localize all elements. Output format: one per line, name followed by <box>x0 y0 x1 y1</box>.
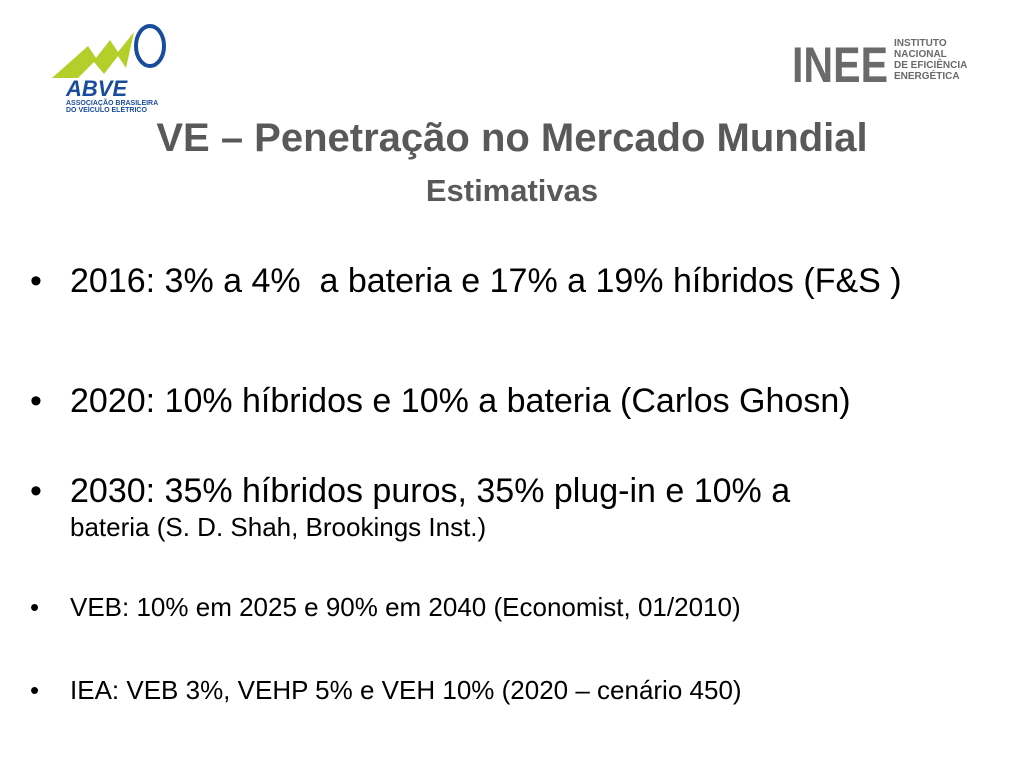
inee-logo: INEE INSTITUTO NACIONAL DE EFICIÊNCIA EN… <box>792 37 967 86</box>
bullet: • 2020: 10% híbridos e 10% a bateria (Car… <box>30 382 851 420</box>
bullet-text: VEB: 10% em 2025 e 90% em 2040 (Economis… <box>70 592 741 622</box>
title: VE – Penetração no Mercado Mundial <box>156 116 868 160</box>
bullet-text: 2020: 10% híbridos e 10% a bateria (Carl… <box>70 382 851 420</box>
bullet: • IEA: VEB 3%, VEHP 5% e VEH 10% (2020 – … <box>30 675 742 705</box>
bullet-text: IEA: VEB 3%, VEHP 5% e VEH 10% (2020 – c… <box>70 675 742 705</box>
abve-line: ASSOCIAÇÃO BRASILEIRA <box>66 98 158 107</box>
bullet-text: bateria (S. D. Shah, Brookings Inst.) <box>70 512 487 542</box>
subtitle: Estimativas <box>425 173 599 208</box>
bullet-text: 2016: 3% a 4% a bateria e 17% a 19% híbr… <box>70 262 902 300</box>
inee-line: ENERGÉTICA <box>894 69 960 82</box>
abve-line: DO VEÍCULO ELÉTRICO <box>66 105 147 114</box>
bullet: • 2030: 35% híbridos puros, 35% plug-in e… <box>30 472 791 510</box>
bullet: • VEB: 10% em 2025 e 90% em 2040 (Economi… <box>30 592 741 622</box>
abve-logo: ABVE ASSOCIAÇÃO BRASILEIRA DO VEÍCULO EL… <box>52 24 166 114</box>
bullet-text: 2030: 35% híbridos puros, 35% plug-in e … <box>70 472 791 510</box>
inee-line: INSTITUTO <box>894 38 947 49</box>
inee-line: DE EFICIÊNCIA <box>894 58 967 71</box>
bullet-continuation: bateria (S. D. Shah, Brookings Inst.) <box>70 511 486 543</box>
inee-name: INEE <box>792 37 888 86</box>
inee-line: NACIONAL <box>894 49 947 60</box>
bullet: • 2016: 3% a 4% a bateria e 17% a 19% híb… <box>30 262 902 300</box>
abve-name: ABVE <box>65 76 128 101</box>
